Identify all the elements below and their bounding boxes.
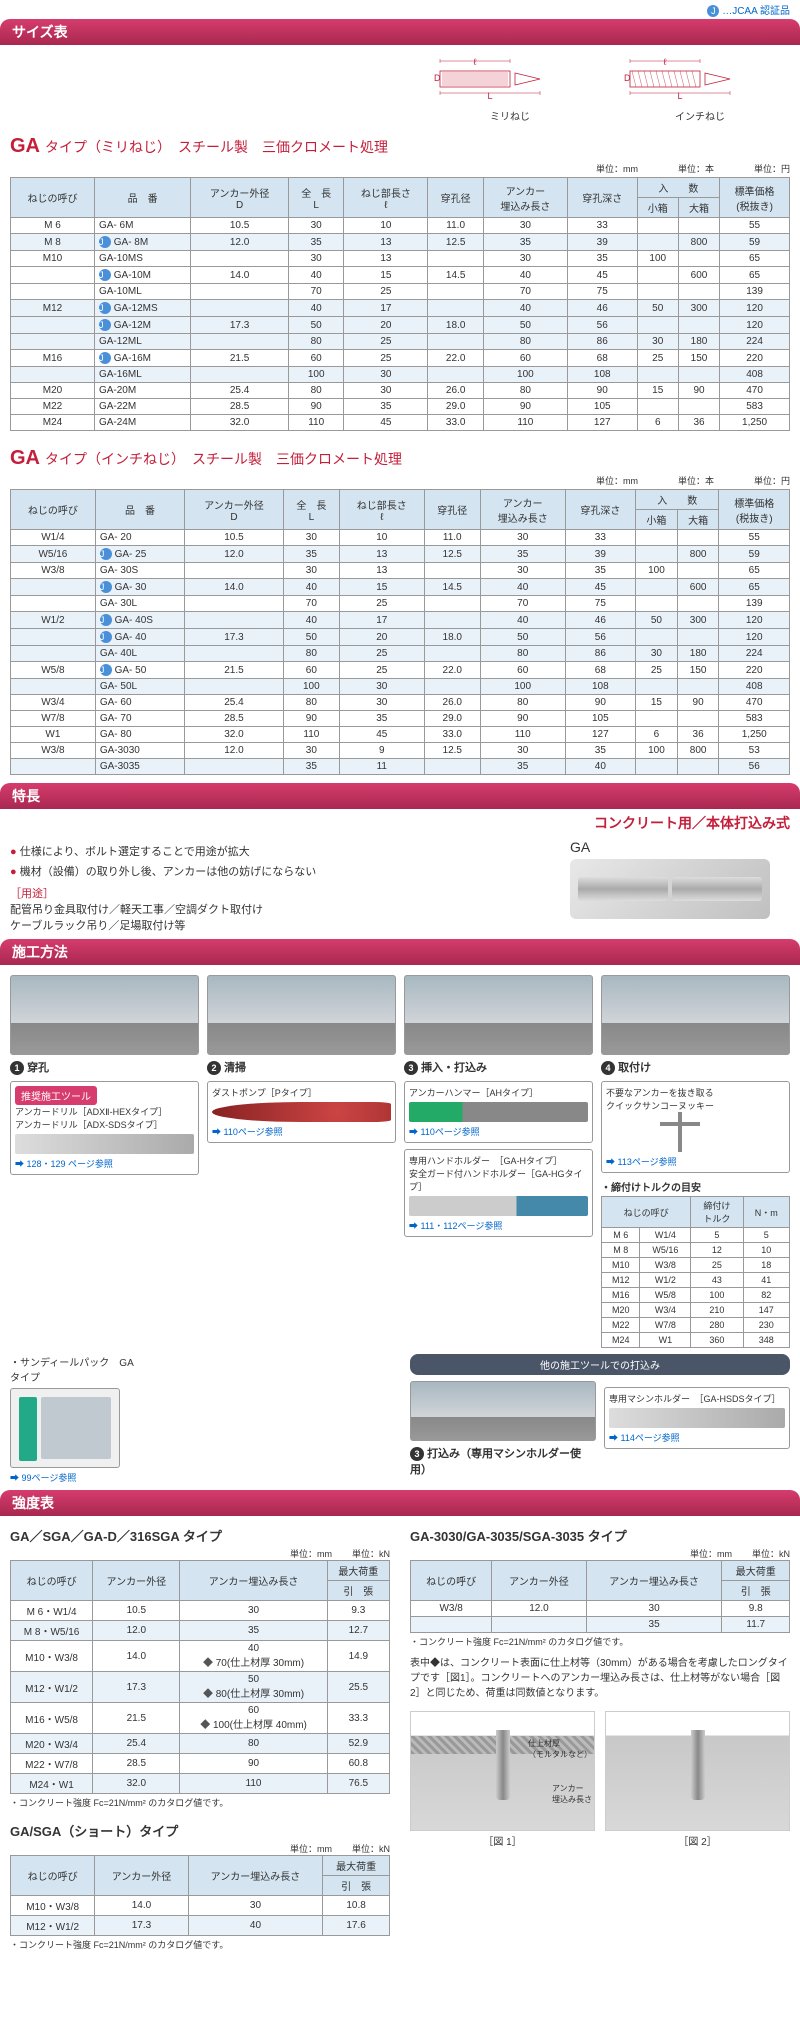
size-header: サイズ表 bbox=[0, 19, 800, 45]
svg-text:D: D bbox=[434, 73, 441, 83]
strength3-title: GA/SGA（ショート）タイプ bbox=[10, 1821, 390, 1840]
tools2: ダストポンプ［Pタイプ］ bbox=[212, 1086, 391, 1099]
ref4: 113ページ参照 bbox=[606, 1155, 785, 1168]
diagram-metric-label: ミリねじ bbox=[430, 108, 590, 123]
torque-table: ねじの呼び締付け トルクN・mM 6W1/455M 8W5/161210M10W… bbox=[601, 1196, 790, 1348]
usage1: 配管吊り金具取付け／軽天工事／空調ダクト取付け bbox=[10, 901, 530, 917]
metric-table: ねじの呼び品 番アンカー外径 D全 長 Lねじ部長さ ℓ穿孔径アンカー 埋込み長… bbox=[10, 177, 790, 431]
step1: 1 穿孔 推奨施工ツール アンカードリル［ADXⅡ-HEXタイプ］ アンカードリ… bbox=[10, 975, 199, 1348]
svg-text:L: L bbox=[677, 91, 682, 101]
pack-ref: 99ページ参照 bbox=[10, 1471, 140, 1484]
figure2: ［図 2］ bbox=[605, 1711, 790, 1848]
strength2-table: ねじの呼びアンカー外径アンカー埋込み長さ最大荷重引 張W3/812.0309.8… bbox=[410, 1560, 790, 1633]
tools1: アンカードリル［ADXⅡ-HEXタイプ］ アンカードリル［ADX-SDSタイプ］ bbox=[15, 1105, 194, 1131]
figure1: 仕上材厚 （モルタルなど） アンカー 埋込み長さ ［図 1］ bbox=[410, 1711, 595, 1848]
diagram-metric: ℓ L D bbox=[430, 53, 590, 103]
tools3: アンカーハンマー［AHタイプ］ bbox=[409, 1086, 588, 1099]
tool-other: 専用マシンホルダー ［GA-HSDSタイプ］ bbox=[609, 1392, 785, 1405]
svg-text:D: D bbox=[624, 73, 631, 83]
concrete-header: コンクリート用／本体打込み式 bbox=[0, 813, 800, 833]
ref2: 110ページ参照 bbox=[212, 1125, 391, 1138]
step2: 2 清掃 ダストポンプ［Pタイプ］ 110ページ参照 bbox=[207, 975, 396, 1348]
step4: 4 取付け 不要なアンカーを抜き取る クイックサンコーヌッキー 113ページ参照… bbox=[601, 975, 790, 1348]
jcaa-note: J …JCAA 認証品 bbox=[0, 0, 800, 19]
strength3-table: ねじの呼びアンカー外径アンカー埋込み長さ最大荷重引 張M10・W3/814.03… bbox=[10, 1855, 390, 1936]
pack-col: ・サンディールパック GAタイプ 99ページ参照 bbox=[10, 1354, 140, 1484]
diagram-row: ℓ L D ミリねじ ℓ L D インチねじ bbox=[0, 49, 800, 127]
strength1-note: ・コンクリート強度 Fc=21N/mm² のカタログ値です。 bbox=[10, 1796, 390, 1809]
usage2: ケーブルラック吊り／足場取付け等 bbox=[10, 917, 530, 933]
strength1-title: GA／SGA／GA-D／316SGA タイプ bbox=[10, 1526, 390, 1545]
other-tools-header: 他の施工ツールでの打込み bbox=[410, 1354, 790, 1375]
strength2-info: 表中◆は、コンクリート表面に仕上材等（30mm）がある場合を考慮したロングタイプ… bbox=[410, 1656, 790, 1701]
tools3b: 専用ハンドホルダー ［GA-Hタイプ］ 安全ガード付ハンドホルダー［GA-HGタ… bbox=[409, 1154, 588, 1193]
ref-other: 114ページ参照 bbox=[609, 1431, 785, 1444]
type1-title: GA タイプ（ミリねじ） スチール製 三価クロメート処理 bbox=[0, 127, 800, 162]
strength2-note: ・コンクリート強度 Fc=21N/mm² のカタログ値です。 bbox=[410, 1635, 790, 1648]
strength1-table: ねじの呼びアンカー外径アンカー埋込み長さ最大荷重引 張M 6・W1/410.53… bbox=[10, 1560, 390, 1794]
feature-header: 特長 bbox=[0, 783, 800, 809]
ref3b: 111・112ページ参照 bbox=[409, 1219, 588, 1232]
pack-title: ・サンディールパック GAタイプ bbox=[10, 1354, 140, 1384]
inch-table: ねじの呼び品 番アンカー外径 D全 長 Lねじ部長さ ℓ穿孔径アンカー 埋込み長… bbox=[10, 489, 790, 775]
diagram-inch: ℓ L D bbox=[620, 53, 780, 103]
diagram-inch-label: インチねじ bbox=[620, 108, 780, 123]
ref1: 128・129 ページ参照 bbox=[15, 1157, 194, 1170]
ga-label: GA bbox=[550, 839, 790, 855]
feature-text: ● 仕様により、ボルト選定することで用途が拡大 ● 機材（設備）の取り外し後、ア… bbox=[10, 839, 530, 933]
step3: 3 挿入・打込み アンカーハンマー［AHタイプ］ 110ページ参照 専用ハンドホ… bbox=[404, 975, 593, 1348]
ref3: 110ページ参照 bbox=[409, 1125, 588, 1138]
svg-text:L: L bbox=[487, 91, 492, 101]
pack-img bbox=[10, 1388, 120, 1468]
units2: 単位：mm単位：本単位：円 bbox=[0, 474, 800, 489]
svg-text:ℓ: ℓ bbox=[474, 57, 478, 67]
strength3-note: ・コンクリート強度 Fc=21N/mm² のカタログ値です。 bbox=[10, 1938, 390, 1951]
anchor-photo bbox=[570, 859, 770, 919]
tool-header1: 推奨施工ツール bbox=[15, 1086, 97, 1105]
torque-title: ・締付けトルクの目安 bbox=[601, 1179, 790, 1194]
construction-header: 施工方法 bbox=[0, 939, 800, 965]
units1: 単位：mm単位：本単位：円 bbox=[0, 162, 800, 177]
tools4: 不要なアンカーを抜き取る クイックサンコーヌッキー bbox=[606, 1086, 785, 1112]
strength2-title: GA-3030/GA-3035/SGA-3035 タイプ bbox=[410, 1526, 790, 1545]
svg-text:ℓ: ℓ bbox=[664, 57, 668, 67]
type2-title: GA タイプ（インチねじ） スチール製 三価クロメート処理 bbox=[0, 439, 800, 474]
strength-header: 強度表 bbox=[0, 1490, 800, 1516]
jcaa-icon: J bbox=[707, 5, 719, 17]
